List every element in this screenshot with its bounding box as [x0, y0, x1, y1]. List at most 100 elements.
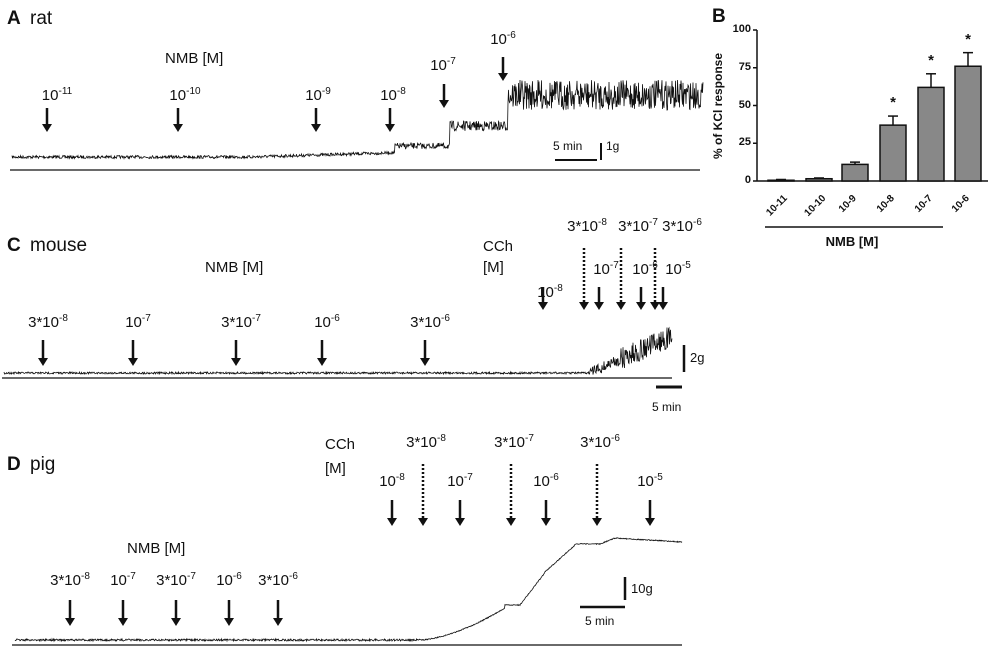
panel-d-cch-arrow-1-head — [455, 518, 465, 526]
panel-c-cch-dose-label-2: 10-6 — [632, 260, 658, 278]
panel-d-cch-arrow-3-head — [645, 518, 655, 526]
panel-a-scale-time: 5 min — [553, 139, 583, 153]
dose-exponent: -5 — [653, 472, 663, 483]
panel-c-cch-dotted-label-2: 3*10-6 — [662, 217, 702, 235]
panel-a-dose-label-3: 10-8 — [380, 86, 406, 104]
chart-y-tick-label: 25 — [738, 136, 751, 149]
panel-d-nmb-label: NMB [M] — [127, 540, 186, 557]
dose-exponent: -6 — [506, 30, 516, 41]
dose-exponent: -9 — [321, 86, 331, 97]
panel-d-species: pig — [30, 454, 56, 475]
dose-exponent: -6 — [440, 313, 450, 324]
dose-base: 3*10 — [28, 314, 59, 331]
dose-base: 3*10 — [258, 572, 289, 589]
panel-a-scale-force: 1g — [606, 139, 620, 153]
dose-exponent: -7 — [463, 472, 473, 483]
dose-base: 10 — [637, 473, 654, 490]
chart-y-tick-label: 75 — [738, 60, 751, 73]
panel-a-dose-label-4: 10-7 — [430, 56, 456, 74]
panel-a-dose-label-2: 10-9 — [305, 86, 331, 104]
dose-base: 3*10 — [567, 218, 598, 235]
dose-base: 10 — [632, 261, 649, 278]
panel-a-arrow-0-head — [42, 124, 52, 132]
panel-c-cch-dotted-label-0: 3*10-8 — [567, 217, 607, 235]
chart-y-axis-label: % of KCl response — [711, 52, 725, 160]
panel-a-arrow-2-head — [311, 124, 321, 132]
panel-c-dose-label-0: 3*10-8 — [28, 313, 68, 331]
dose-base: 3*10 — [618, 218, 649, 235]
dose-base: 10 — [125, 314, 142, 331]
panel-c-nmb-label: NMB [M] — [205, 259, 264, 276]
chart-significance-star: * — [965, 30, 971, 48]
dose-base: 10 — [665, 261, 682, 278]
dose-exponent: -5 — [681, 260, 691, 271]
panel-c-cch-dotted-label-1: 3*10-7 — [618, 217, 658, 235]
panel-a-arrow-4-head — [439, 100, 449, 108]
dose-exponent: -7 — [251, 313, 261, 324]
panel-c-dose-label-3: 10-6 — [314, 313, 340, 331]
dose-base: 10 — [593, 261, 610, 278]
panel-c-letter: C — [7, 235, 21, 256]
dose-base: 10 — [41, 87, 59, 104]
dose-exponent: -7 — [446, 56, 456, 67]
panel-d-scale-time: 5 min — [585, 614, 615, 628]
dose-exponent: -10 — [186, 86, 201, 97]
panel-a-dose-label-1: 10-10 — [169, 86, 200, 104]
panel-c-scale-time: 5 min — [652, 400, 682, 414]
panel-c-cch-dose-label-3: 10-5 — [665, 260, 691, 278]
panel-d-cch-dose-label-1: 10-7 — [447, 472, 473, 490]
dose-base: 10 — [430, 57, 447, 74]
panel-c-species: mouse — [30, 235, 88, 256]
dose-base: 10 — [379, 473, 396, 490]
panel-d-trace — [14, 537, 683, 643]
chart-bar-4 — [917, 86, 945, 182]
panel-a-arrow-5-head — [498, 73, 508, 81]
panel-d-cch-dose-label-2: 10-6 — [533, 472, 559, 490]
dose-base: 10 — [314, 314, 331, 331]
panel-d-dose-label-4: 3*10-6 — [258, 571, 298, 589]
panel-d-arrow-2-head — [171, 618, 181, 626]
panel-d-dose-label-1: 10-7 — [110, 571, 136, 589]
panel-c-arrow-1-head — [128, 358, 138, 366]
panel-d-cch-dose-label-0: 10-8 — [379, 472, 405, 490]
panel-a-arrow-1-head — [173, 124, 183, 132]
chart-bar-5 — [954, 65, 982, 182]
chart-x-axis-label: NMB [M] — [825, 234, 879, 249]
dose-exponent: -7 — [524, 433, 534, 444]
panel-c-cch-label: CCh — [483, 238, 514, 255]
panel-a-trace — [11, 79, 704, 160]
panel-c-cch-dose-label-1: 10-7 — [593, 260, 619, 278]
dose-exponent: -8 — [597, 217, 607, 228]
panel-a-dose-label-5: 10-6 — [490, 30, 516, 48]
panel-c-scale-force: 2g — [690, 350, 705, 365]
chart-y-tick-label: 50 — [738, 98, 751, 111]
panel-c-dose-label-4: 3*10-6 — [410, 313, 450, 331]
panel-d-arrow-1-head — [118, 618, 128, 626]
panel-c-cch-dotted-arrow-0-head — [579, 302, 589, 310]
dose-base: 10 — [533, 473, 550, 490]
panel-d-letter: D — [7, 454, 21, 475]
dose-exponent: -8 — [58, 313, 68, 324]
panel-a-arrow-3-head — [385, 124, 395, 132]
panel-d-cch-dotted-label-0: 3*10-8 — [406, 433, 446, 451]
dose-base: 10 — [110, 572, 127, 589]
panel-c-cch-arrow-2-head — [636, 302, 646, 310]
chart-bar-0 — [767, 179, 795, 182]
dose-base: 10 — [490, 31, 507, 48]
panel-c-arrow-3-head — [317, 358, 327, 366]
dose-base: 10 — [447, 473, 464, 490]
dose-exponent: -8 — [80, 571, 90, 582]
dose-base: 3*10 — [156, 572, 187, 589]
dose-exponent: -6 — [232, 571, 242, 582]
chart-significance-star: * — [890, 94, 896, 112]
dose-base: 10 — [169, 87, 187, 104]
panel-c-cch-arrow-3-head — [658, 302, 668, 310]
panel-c-dose-label-1: 10-7 — [125, 313, 151, 331]
panel-b-letter: B — [712, 6, 726, 27]
dose-base: 10 — [216, 572, 233, 589]
chart-bar-1 — [805, 177, 833, 182]
dose-base: 10 — [305, 87, 322, 104]
panel-c-trace — [3, 326, 673, 376]
dose-exponent: -7 — [141, 313, 151, 324]
